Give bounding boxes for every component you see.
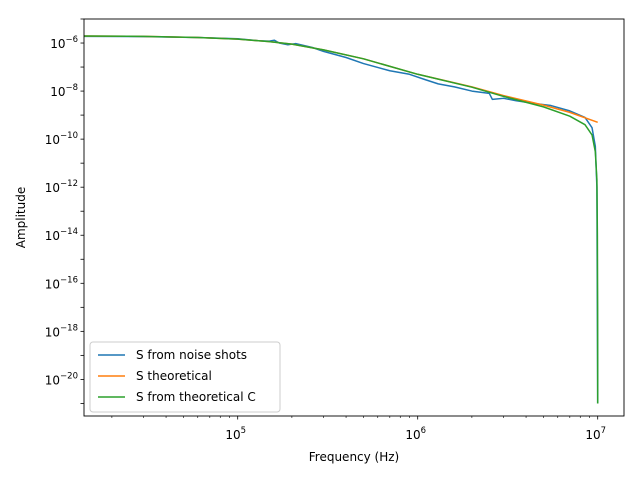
y-tick-label: 10−10 xyxy=(45,131,78,147)
plot-frame xyxy=(83,18,625,417)
y-tick-label: 10−18 xyxy=(45,323,78,339)
y-axis-label: Amplitude xyxy=(14,187,28,249)
legend: S from noise shots S theoretical S from th… xyxy=(89,341,281,413)
series-line-3 xyxy=(83,35,599,404)
y-tick-label: 10−14 xyxy=(45,227,78,243)
legend-label: S from noise shots xyxy=(136,348,247,362)
x-tick-label: 107 xyxy=(585,426,606,442)
legend-label: S theoretical xyxy=(136,369,212,383)
y-tick-label: 10−20 xyxy=(45,371,78,387)
y-tick-label: 10−6 xyxy=(50,35,78,51)
series-layer xyxy=(83,35,599,404)
y-tick-label: 10−16 xyxy=(45,275,78,291)
x-axis-label: Frequency (Hz) xyxy=(309,450,400,464)
x-tick-label: 106 xyxy=(405,426,426,442)
legend-label: S from theoretical C xyxy=(136,390,256,404)
legend-box xyxy=(89,341,281,413)
x-axis: 105 106 107 xyxy=(111,416,606,442)
y-tick-label: 10−8 xyxy=(50,83,78,99)
y-tick-label: 10−12 xyxy=(45,179,78,195)
x-tick-label: 105 xyxy=(225,426,246,442)
y-axis: 10−20 10−18 10−16 10−14 10−12 10−10 10−8 10−6 xyxy=(45,18,84,404)
